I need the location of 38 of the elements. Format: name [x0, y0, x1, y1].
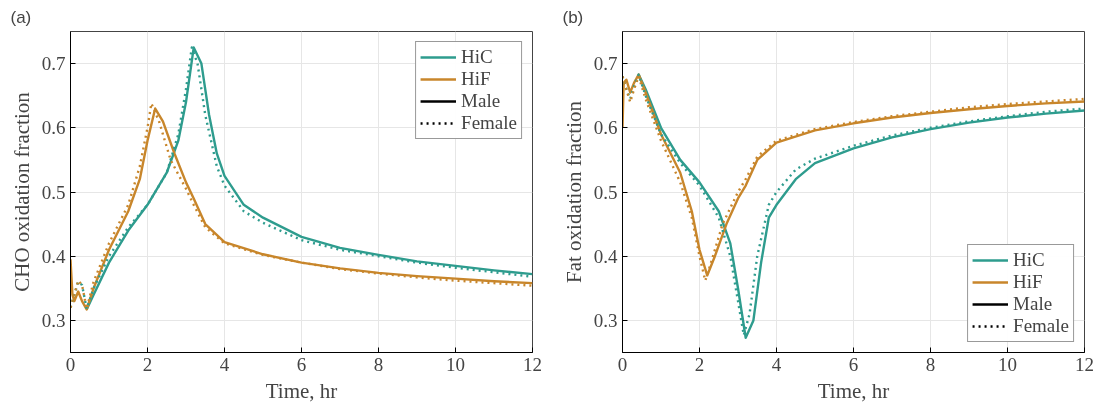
x-tick-label: 6 [848, 353, 859, 375]
legend-label: HiC [1013, 249, 1045, 271]
x-tick-label: 2 [142, 353, 153, 375]
x-tick-label: 8 [373, 353, 384, 375]
x-tick-label: 4 [771, 353, 782, 375]
x-tick-label: 8 [925, 353, 936, 375]
x-tick-label: 10 [446, 353, 465, 375]
y-tick-label: 0.4 [593, 245, 618, 267]
x-tick-label: 4 [219, 353, 230, 375]
y-tick-label: 0.7 [593, 53, 618, 75]
x-tick-label: 12 [1075, 353, 1094, 375]
y-tick-label: 0.5 [41, 181, 66, 203]
legend-label: HiF [461, 68, 491, 90]
y-tick-label: 0.3 [41, 309, 66, 331]
y-tick-label: 0.4 [41, 245, 66, 267]
legend-label: HiC [461, 46, 493, 68]
y-tick-label: 0.6 [41, 117, 66, 139]
x-tick-label: 0 [617, 353, 628, 375]
y-axis-title: CHO oxidation fraction [9, 91, 34, 292]
annotation: Female [1013, 315, 1069, 337]
chart-title: (a) [10, 7, 32, 27]
chart-title: (b) [562, 7, 584, 27]
annotation: Male [461, 90, 501, 112]
annotation: Male [1013, 293, 1053, 315]
x-tick-label: 2 [694, 353, 705, 375]
y-axis-title: Fat oxidation fraction [561, 100, 586, 283]
x-axis-title: Time, hr [265, 378, 338, 403]
x-tick-label: 10 [998, 353, 1017, 375]
y-tick-label: 0.7 [41, 53, 66, 75]
x-tick-label: 6 [296, 353, 307, 375]
x-tick-label: 12 [523, 353, 542, 375]
legend-label: HiF [1013, 271, 1043, 293]
y-tick-label: 0.6 [593, 117, 618, 139]
y-tick-label: 0.3 [593, 309, 618, 331]
x-axis-title: Time, hr [817, 378, 890, 403]
annotation: Female [461, 112, 517, 134]
x-tick-label: 0 [65, 353, 76, 375]
y-tick-label: 0.5 [593, 181, 618, 203]
